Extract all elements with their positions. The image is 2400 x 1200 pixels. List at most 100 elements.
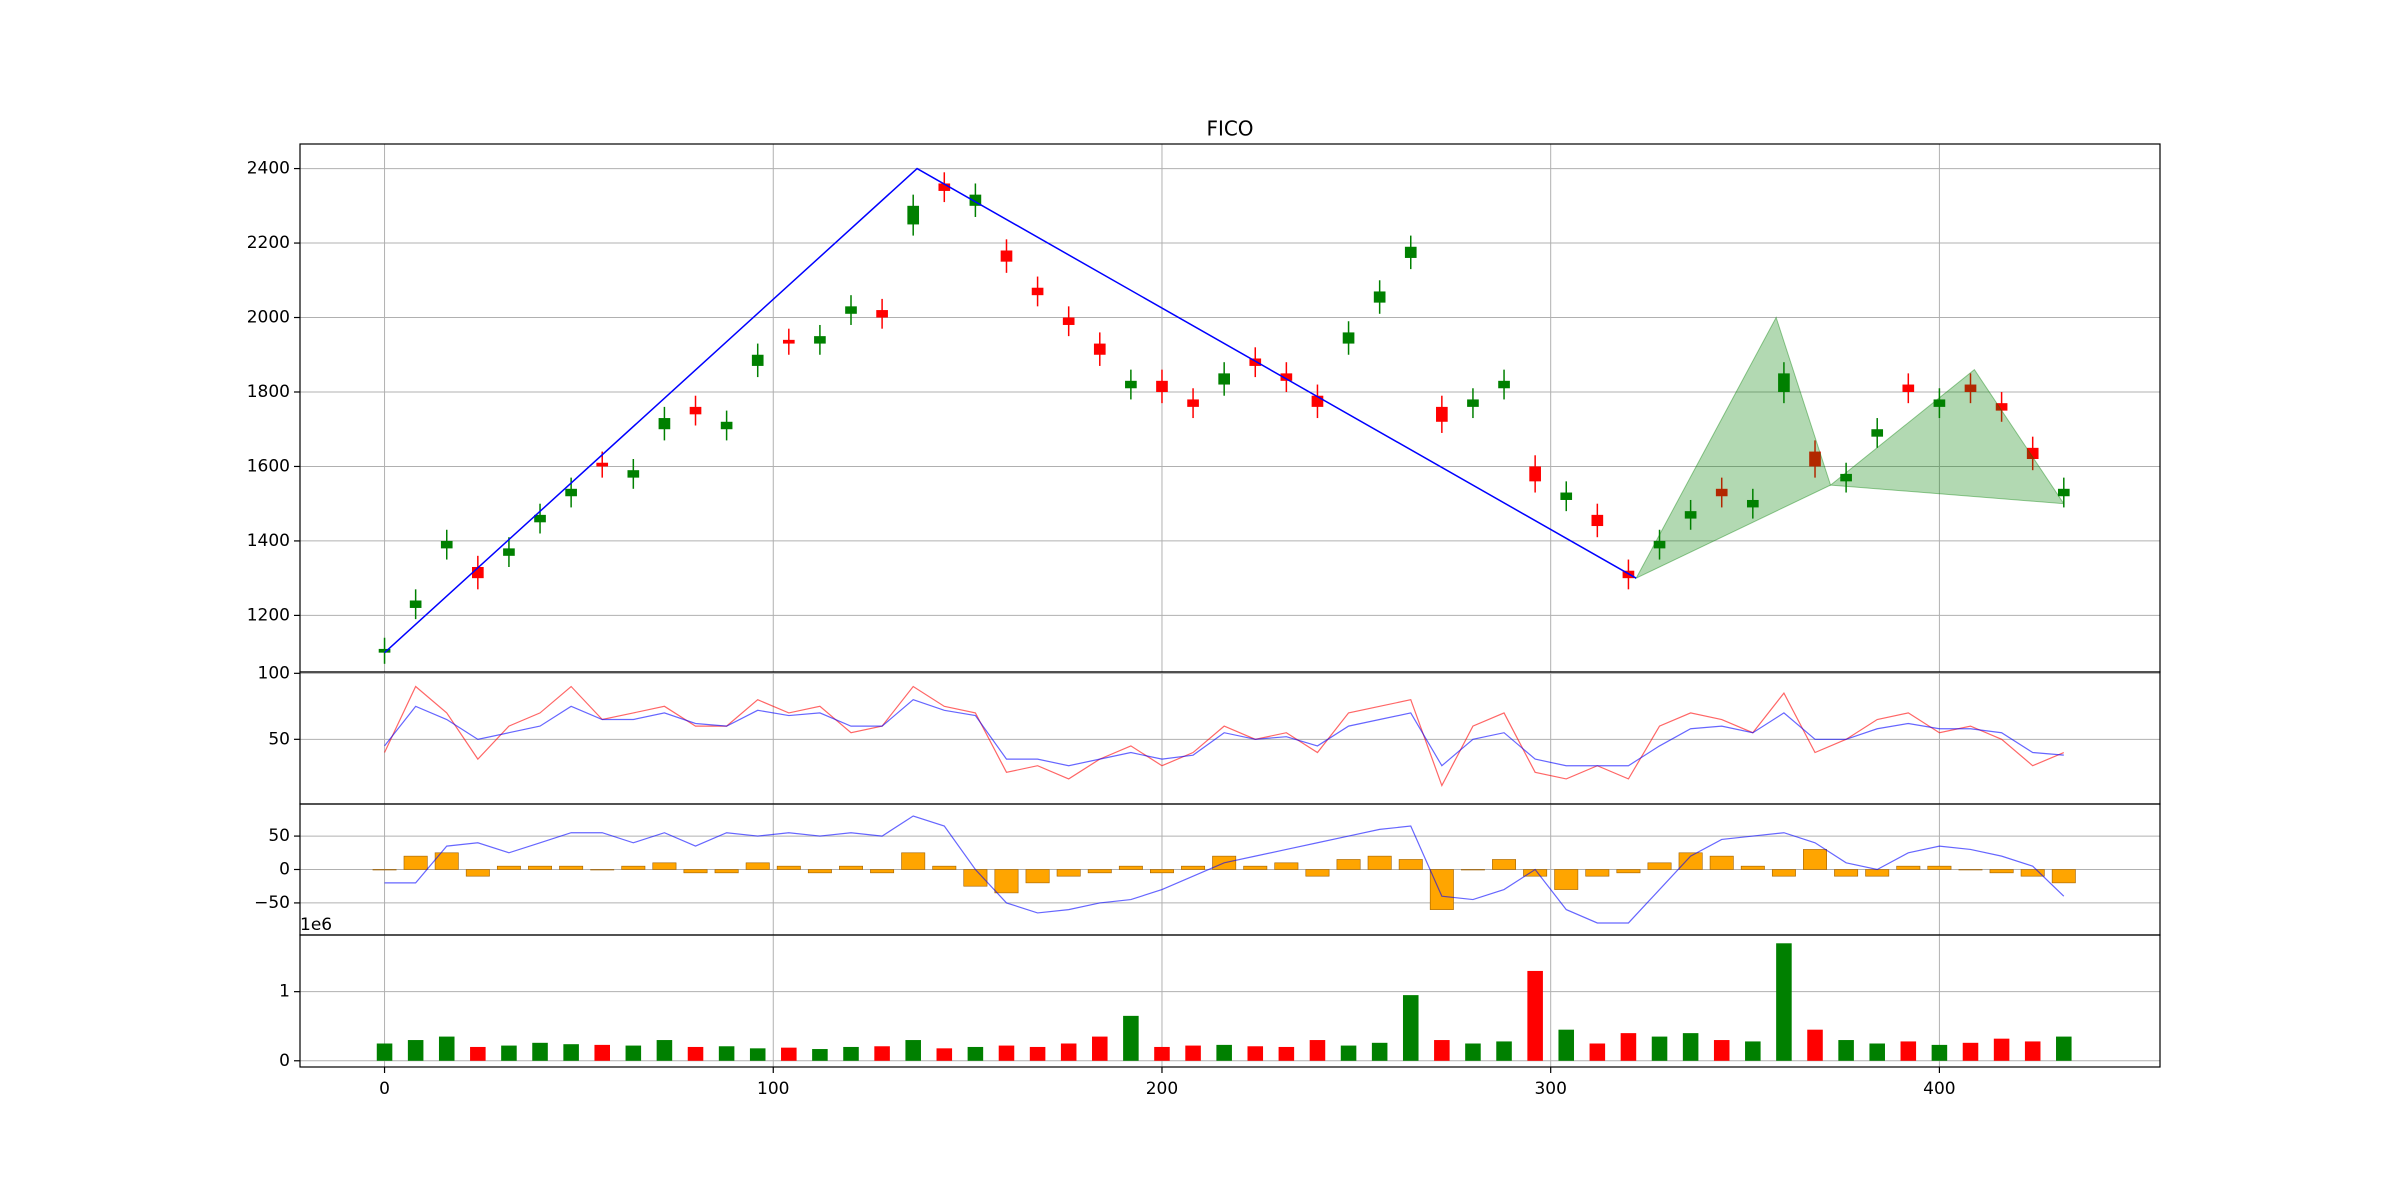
histogram-bar [434,852,459,870]
histogram-bar [807,869,832,874]
histogram-bar [1492,859,1517,870]
candle-body [1591,514,1604,527]
volume-bar [1993,1038,2010,1061]
histogram-bar [403,855,428,870]
volume-bar [1060,1043,1077,1061]
volume-bar [1123,1015,1139,1061]
histogram-bar [994,869,1019,894]
volume-bar [1682,1033,1699,1061]
candle-body [689,406,702,415]
candle-body [969,194,982,206]
candle-body [1436,406,1448,422]
volume-bar [1092,1036,1108,1061]
volume-bar [1900,1041,1917,1061]
axes-frame [299,671,2161,805]
volume-bar [687,1046,704,1061]
pattern-area [1829,368,2065,505]
histogram-bar [1181,865,1206,870]
histogram-bar [1834,869,1859,877]
x-tick-label: 300 [1534,1079,1566,1099]
volume-bar [1309,1040,1326,1061]
volume-bar [532,1042,548,1061]
histogram-bar [1989,869,2014,874]
volume-bar [625,1045,642,1061]
candle-body [409,600,422,608]
histogram-bar [1616,869,1641,874]
indicator-line [384,699,2064,767]
histogram-bar [1336,859,1361,870]
histogram-bar [683,869,708,874]
volume-bar [1154,1046,1170,1061]
candle-body [1964,384,1977,392]
candle-body [1653,540,1666,549]
histogram-bar [714,869,739,874]
volume-bar [438,1036,455,1061]
candle-body [534,514,546,523]
histogram-bar [1056,869,1081,877]
histogram-bar [870,869,895,874]
volume-bar [470,1046,486,1061]
histogram-bar [2020,869,2045,877]
candle-body [845,306,857,314]
y-tick-label: 50 [268,729,290,749]
histogram-bar [590,869,615,871]
y-tick-label: 2200 [247,233,290,253]
pattern-area [1635,316,1832,580]
axes-frame [299,934,2161,1068]
candle-body [596,462,609,467]
volume-bar [1216,1044,1232,1061]
histogram-bar [1429,869,1454,910]
volume-bar [1465,1043,1481,1061]
histogram-bar [745,862,770,870]
histogram-bar [1025,869,1050,884]
volume-bar [1496,1041,1512,1061]
candle-body [440,540,453,549]
candle-body [658,418,671,430]
y-tick-label: 1200 [247,605,290,625]
volume-bar [376,1043,393,1061]
candle-body [782,339,795,344]
candle-body [1560,492,1573,500]
histogram-bar [1460,869,1485,871]
volume-bar [1962,1042,1979,1061]
volume-bar [1340,1045,1357,1061]
candle-body [814,336,826,344]
candle-body [1995,403,2008,411]
volume-bar [1651,1036,1668,1061]
volume-bar [1247,1046,1264,1061]
volume-bar [2056,1036,2072,1061]
candle-body [1529,466,1541,482]
candle-body [1031,287,1044,296]
candle-body [627,470,640,478]
candle-body [1187,399,1199,407]
chart-title: FICO [1206,117,1253,141]
volume-bar [967,1046,984,1061]
y-tick-label: 50 [268,826,290,846]
volume-bar [936,1048,953,1061]
candle-body [503,548,515,556]
histogram-bar [1305,869,1330,877]
volume-bar [781,1047,797,1061]
y-tick-label: 1600 [247,456,290,476]
histogram-bar [1087,869,1112,874]
candle-body [1280,373,1293,381]
histogram-bar [1367,855,1392,870]
volume-bar [1589,1043,1606,1061]
volume-bar [594,1044,610,1061]
histogram-bar [1118,865,1143,870]
y-tick-label: 0 [279,1051,290,1071]
candle-body [1125,380,1137,389]
volume-bar [1620,1033,1637,1061]
histogram-bar [652,862,677,870]
histogram-bar [372,869,397,871]
macd-line [384,815,2065,924]
candle-body [2057,488,2070,497]
volume-bar [998,1045,1015,1061]
histogram-bar [1865,869,1890,877]
volume-bar [749,1048,766,1061]
histogram-bar [465,869,490,877]
volume-bar [656,1040,673,1061]
y-tick-label: 100 [258,663,290,683]
histogram-bar [1709,855,1734,870]
